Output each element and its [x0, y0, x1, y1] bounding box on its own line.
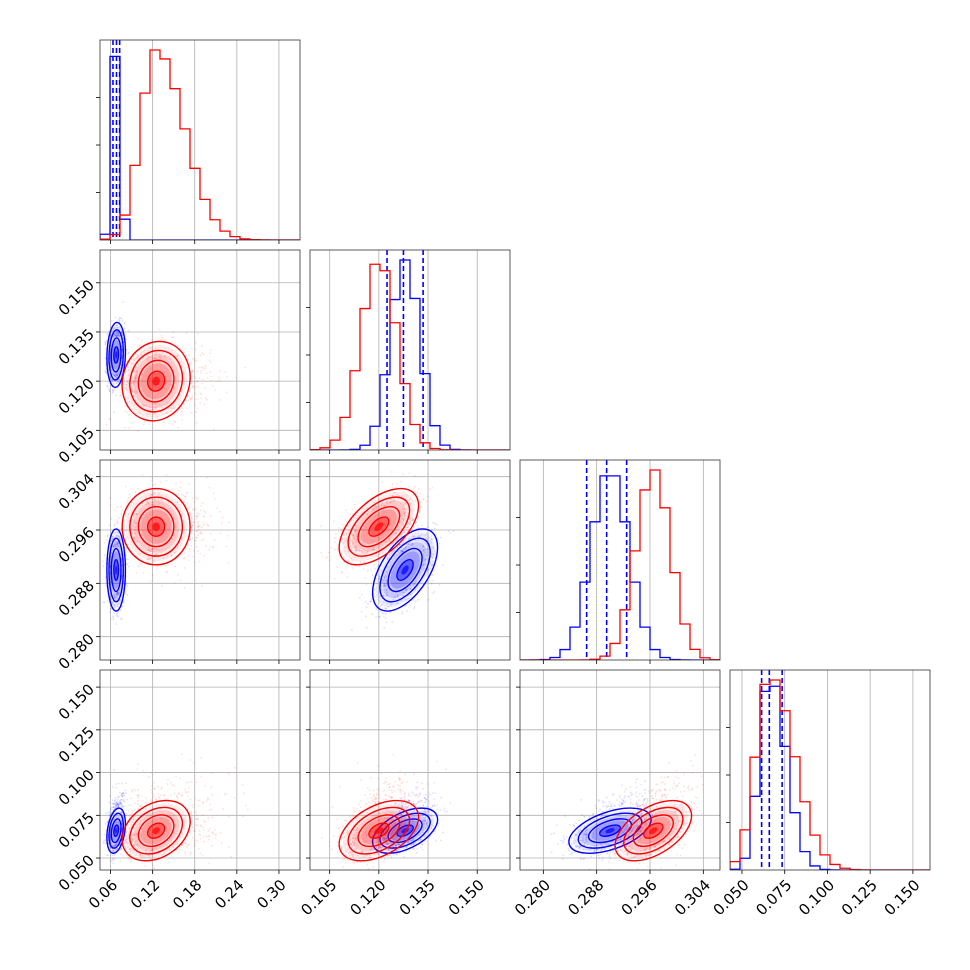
panel-frame	[99, 249, 301, 451]
contours-series-0	[106, 321, 127, 389]
x-tick-label-0-0: 0.06	[85, 876, 121, 912]
y-tick-label-3-0: 0.050	[55, 851, 98, 894]
panel-2-2	[516, 459, 721, 664]
y-tick-label-3-1: 0.075	[55, 809, 98, 852]
x-tick-label-3-3: 0.125	[838, 876, 881, 919]
panel-2-1	[306, 459, 511, 664]
panel-frame	[729, 669, 931, 871]
y-tick-label-1-2: 0.135	[55, 325, 98, 368]
contours-series-1	[338, 799, 420, 862]
x-tick-label-2-3: 0.304	[671, 876, 714, 919]
panel-1-0	[96, 249, 301, 454]
x-tick-label-2-0: 0.280	[511, 876, 554, 919]
y-tick-label-1-3: 0.150	[55, 276, 98, 319]
density-fill-series-1	[125, 492, 188, 562]
y-tick-label-2-1: 0.288	[55, 577, 98, 620]
x-tick-label-1-1: 0.120	[347, 876, 390, 919]
panel-frame	[519, 459, 721, 661]
contours-series-1	[121, 799, 191, 862]
x-tick-label-0-3: 0.24	[211, 876, 247, 912]
y-tick-label-2-0: 0.280	[55, 630, 98, 673]
panel-frame	[99, 669, 301, 871]
y-tick-label-2-2: 0.296	[55, 523, 98, 566]
panel-frame	[309, 459, 511, 661]
panel-1-1	[306, 249, 511, 454]
scatter-series-1	[105, 328, 247, 432]
x-tick-label-2-2: 0.296	[618, 876, 661, 919]
panel-frame	[309, 669, 511, 871]
x-tick-label-0-2: 0.18	[169, 876, 205, 912]
y-tick-label-3-3: 0.125	[55, 723, 98, 766]
panel-frame	[99, 459, 301, 661]
contours-series-0	[106, 528, 127, 612]
contours-series-0	[371, 528, 439, 612]
x-tick-label-2-1: 0.288	[564, 876, 607, 919]
contours-series-1	[614, 799, 693, 862]
histogram-series-0	[730, 685, 930, 870]
y-tick-label-2-3: 0.304	[55, 470, 98, 513]
y-tick-label-3-4: 0.150	[55, 680, 98, 723]
scatter-series-1	[104, 753, 249, 870]
y-tick-label-3-2: 0.100	[55, 766, 98, 809]
x-tick-label-1-0: 0.105	[297, 876, 340, 919]
panel-3-1	[306, 669, 511, 874]
contours-series-1	[121, 487, 191, 566]
panel-2-0	[96, 459, 301, 664]
panel-3-2	[516, 669, 721, 874]
histogram-series-1	[100, 49, 300, 240]
contours-series-1	[121, 340, 191, 422]
panel-frame	[99, 39, 301, 241]
panel-3-0	[96, 669, 301, 874]
x-tick-label-1-2: 0.135	[396, 876, 439, 919]
x-tick-label-3-0: 0.050	[710, 876, 753, 919]
x-tick-label-3-2: 0.100	[795, 876, 838, 919]
x-tick-label-3-4: 0.150	[881, 876, 924, 919]
panel-3-3	[726, 669, 931, 874]
x-tick-label-3-1: 0.075	[752, 876, 795, 919]
y-tick-label-1-0: 0.105	[55, 424, 98, 467]
x-tick-label-0-1: 0.12	[127, 876, 163, 912]
contours-series-1	[338, 487, 420, 566]
panel-0-0	[96, 39, 301, 244]
density-fill-series-0	[107, 532, 125, 608]
panel-frame	[519, 669, 721, 871]
panel-frame	[309, 249, 511, 451]
x-tick-label-1-3: 0.150	[445, 876, 488, 919]
x-tick-label-0-4: 0.30	[253, 876, 289, 912]
y-tick-label-1-1: 0.120	[55, 374, 98, 417]
